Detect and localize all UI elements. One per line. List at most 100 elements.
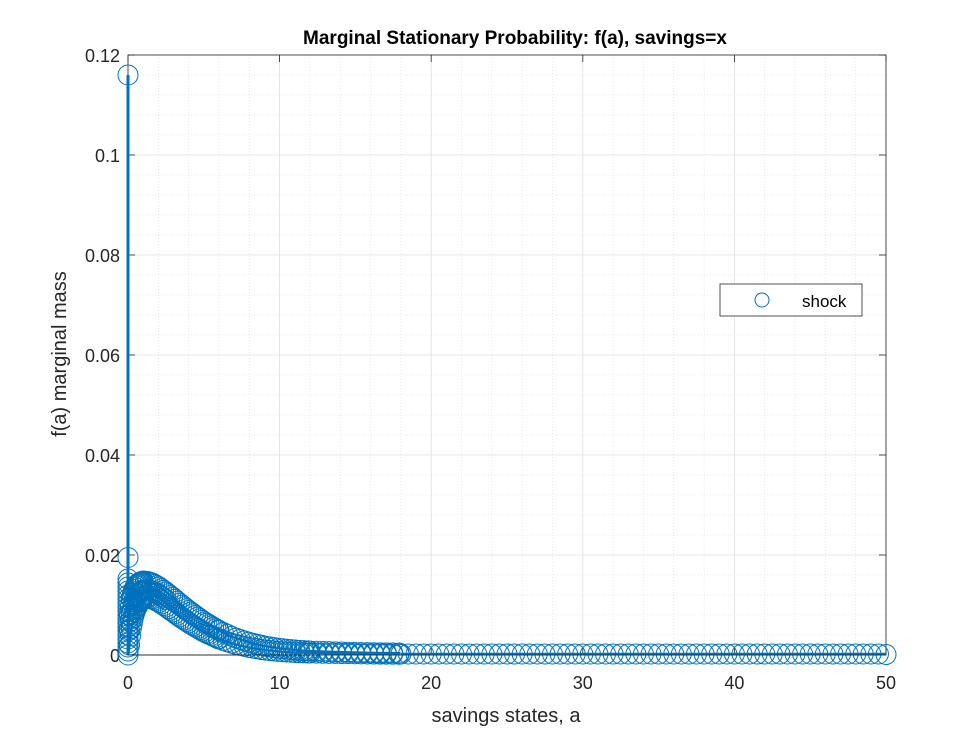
data-point	[337, 643, 359, 665]
y-tick-label: 0.06	[85, 346, 120, 366]
data-point	[343, 643, 365, 665]
data-point	[807, 643, 829, 665]
data-point	[363, 643, 385, 665]
data-point	[157, 583, 179, 605]
data-point	[678, 643, 700, 665]
data-point	[331, 643, 353, 665]
data-point	[280, 641, 302, 663]
data-point	[602, 643, 624, 665]
data-point	[117, 64, 139, 86]
data-point	[572, 643, 594, 665]
data-point	[845, 643, 867, 665]
data-point	[526, 643, 548, 665]
data-point	[375, 643, 397, 665]
data-point	[701, 643, 723, 665]
data-point	[318, 642, 340, 664]
x-tick-label: 40	[724, 673, 744, 693]
data-point	[276, 641, 298, 663]
data-point	[466, 643, 488, 665]
data-point	[166, 590, 188, 612]
data-point	[784, 643, 806, 665]
data-point	[837, 643, 859, 665]
data-point	[632, 643, 654, 665]
data-point	[860, 643, 882, 665]
x-tick-label: 10	[270, 673, 290, 693]
data-point	[822, 643, 844, 665]
data-point	[754, 643, 776, 665]
data-point	[473, 643, 495, 665]
data-point	[564, 643, 586, 665]
data-point	[519, 643, 541, 665]
data-point	[267, 640, 289, 662]
y-tick-label: 0.04	[85, 446, 120, 466]
y-tick-label: 0.08	[85, 246, 120, 266]
data-point	[511, 643, 533, 665]
data-point	[117, 547, 139, 568]
data-point	[369, 643, 391, 665]
data-point	[541, 643, 563, 665]
data-point	[799, 643, 821, 665]
data-point	[617, 643, 639, 665]
data-point	[504, 643, 526, 665]
data-point	[761, 643, 783, 665]
data-point	[686, 643, 707, 665]
data-point	[397, 643, 419, 665]
data-point	[723, 643, 745, 665]
data-point	[405, 643, 427, 665]
data-point	[867, 643, 889, 665]
data-point	[716, 643, 738, 665]
data-point	[272, 641, 294, 663]
axis-tick-labels: 0 10 20 30 40 50 0 0.02 0.04 0.06 0.08 0.1 0.12	[85, 46, 896, 693]
y-tick-label: 0.12	[85, 46, 120, 66]
data-point	[557, 643, 579, 665]
y-tick-label: 0	[110, 646, 120, 666]
x-tick-label: 30	[573, 673, 593, 693]
data-point	[289, 642, 311, 664]
data-point	[420, 643, 442, 665]
data-point	[648, 643, 670, 665]
data-point	[451, 643, 473, 665]
data-point	[610, 643, 632, 665]
data-point	[481, 643, 503, 665]
data-point	[579, 643, 601, 665]
data-point	[655, 643, 677, 665]
data-point	[746, 643, 768, 665]
x-tick-label: 50	[876, 673, 896, 693]
data-point	[875, 644, 897, 665]
data-point	[792, 643, 814, 665]
data-point	[496, 643, 518, 665]
data-marks	[117, 64, 897, 666]
x-axis-label: savings states, a	[432, 705, 582, 727]
data-point	[312, 642, 334, 664]
data-point	[814, 643, 836, 665]
data-point	[119, 625, 141, 647]
legend-marker	[754, 292, 770, 308]
data-point	[413, 643, 435, 665]
data-point	[458, 643, 480, 665]
chart-title: Marginal Stationary Probability: f(a), s…	[303, 28, 727, 49]
y-tick-label: 0.1	[95, 146, 120, 166]
data-point	[739, 643, 761, 665]
data-point	[356, 643, 378, 665]
legend-box	[719, 283, 863, 317]
data-point	[534, 643, 556, 665]
data-point	[488, 643, 510, 665]
data-point	[670, 643, 692, 665]
legend-label: shock	[802, 292, 847, 311]
data-point	[549, 643, 571, 665]
x-tick-label: 0	[123, 673, 133, 693]
data-point	[693, 643, 715, 665]
data-point	[435, 643, 457, 665]
data-point	[587, 643, 609, 665]
data-point	[708, 643, 730, 665]
data-point	[731, 643, 753, 665]
y-axis-label: f(a) marginal mass	[49, 271, 71, 437]
data-point	[164, 588, 186, 610]
data-point	[169, 592, 191, 614]
y-tick-label: 0.02	[85, 546, 120, 566]
data-point	[284, 642, 306, 664]
data-point	[350, 643, 372, 665]
data-point	[595, 643, 617, 665]
data-point	[663, 643, 685, 665]
